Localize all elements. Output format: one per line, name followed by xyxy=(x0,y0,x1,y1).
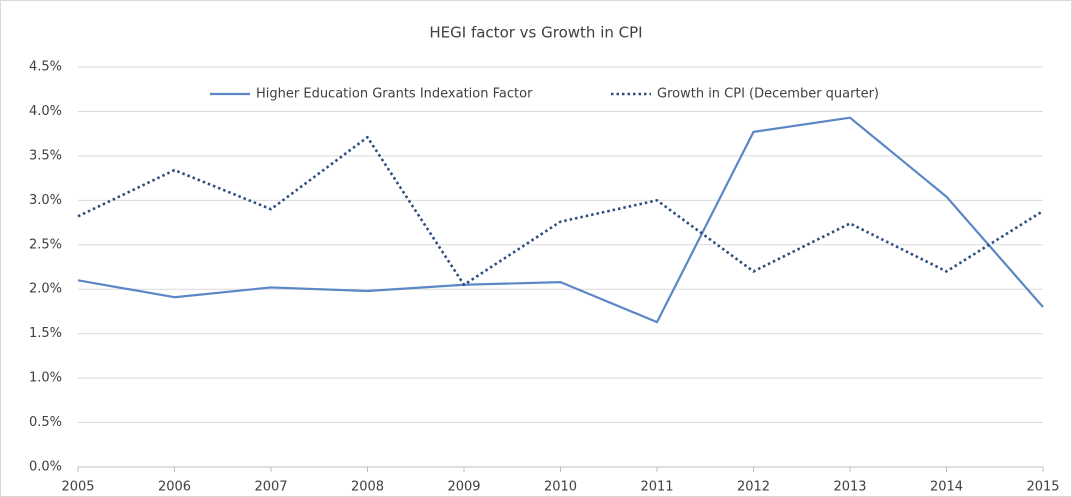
y-tick-label: 3.5% xyxy=(29,148,62,163)
x-tick-label: 2008 xyxy=(351,480,384,495)
x-tick-label: 2010 xyxy=(544,480,577,495)
y-tick-label: 3.0% xyxy=(29,193,62,208)
chart-title: HEGI factor vs Growth in CPI xyxy=(429,24,642,42)
y-tick-label: 4.5% xyxy=(29,60,62,75)
y-tick-label: 1.5% xyxy=(29,326,62,341)
y-tick-label: 0.0% xyxy=(29,460,62,475)
legend-label: Higher Education Grants Indexation Facto… xyxy=(256,87,533,102)
y-tick-label: 0.5% xyxy=(29,415,62,430)
y-tick-label: 2.0% xyxy=(29,282,62,297)
legend-label: Growth in CPI (December quarter) xyxy=(657,87,879,102)
x-tick-label: 2007 xyxy=(254,480,287,495)
x-tick-label: 2013 xyxy=(833,480,866,495)
series-line xyxy=(77,116,1044,324)
x-tick-label: 2005 xyxy=(61,480,94,495)
x-tick-label: 2012 xyxy=(737,480,770,495)
x-tick-label: 2014 xyxy=(930,480,963,495)
x-tick-label: 2009 xyxy=(447,480,480,495)
y-tick-label: 2.5% xyxy=(29,237,62,252)
x-tick-label: 2011 xyxy=(640,480,673,495)
x-tick-label: 2015 xyxy=(1026,480,1059,495)
y-tick-label: 4.0% xyxy=(29,104,62,119)
series-line xyxy=(77,135,1044,287)
x-tick-label: 2006 xyxy=(158,480,191,495)
y-tick-label: 1.0% xyxy=(29,371,62,386)
